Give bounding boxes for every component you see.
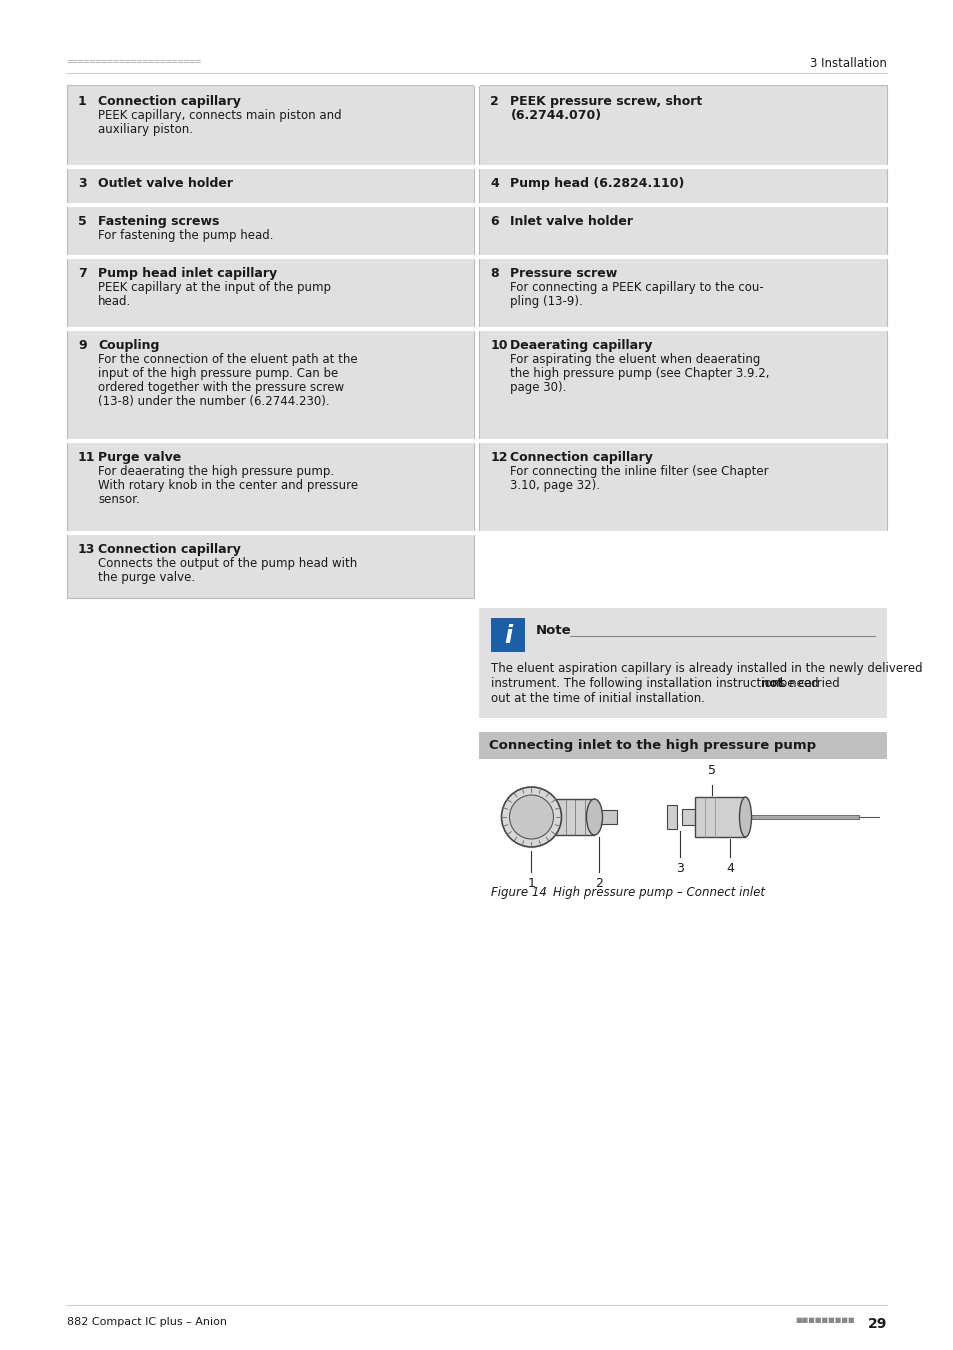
Text: 6: 6	[490, 215, 498, 228]
Bar	[479, 329, 886, 441]
Bar	[479, 256, 886, 329]
Text: Note: Note	[535, 624, 571, 637]
Text: PEEK capillary at the input of the pump: PEEK capillary at the input of the pump	[98, 281, 331, 294]
Text: For deaerating the high pressure pump.: For deaerating the high pressure pump.	[98, 464, 334, 478]
Text: 10: 10	[490, 339, 507, 352]
Bar	[681, 809, 700, 825]
Bar	[67, 441, 474, 533]
Text: 4: 4	[726, 863, 734, 875]
Text: 1: 1	[527, 878, 535, 890]
Text: i: i	[504, 624, 512, 648]
Text: Coupling: Coupling	[98, 339, 159, 352]
Text: page 30).: page 30).	[510, 381, 566, 394]
Text: 13: 13	[78, 543, 95, 556]
Text: For connecting a PEEK capillary to the cou-: For connecting a PEEK capillary to the c…	[510, 281, 763, 294]
Bar	[598, 810, 617, 824]
Bar	[695, 796, 744, 837]
Text: sensor.: sensor.	[98, 493, 139, 506]
Text: the purge valve.: the purge valve.	[98, 571, 195, 585]
Text: not: not	[760, 676, 781, 690]
Text: The eluent aspiration capillary is already installed in the newly delivered: The eluent aspiration capillary is alrea…	[491, 662, 923, 675]
Bar	[67, 205, 474, 256]
Text: 3: 3	[676, 863, 683, 875]
Text: 3: 3	[78, 177, 87, 190]
Text: For fastening the pump head.: For fastening the pump head.	[98, 230, 274, 242]
Bar	[667, 805, 677, 829]
Text: 2: 2	[490, 95, 498, 108]
Text: 882 Compact IC plus – Anion: 882 Compact IC plus – Anion	[67, 1318, 227, 1327]
Text: For the connection of the eluent path at the: For the connection of the eluent path at…	[98, 352, 357, 366]
Text: Pump head inlet capillary: Pump head inlet capillary	[98, 267, 276, 279]
Text: be carried: be carried	[776, 676, 840, 690]
Text: 1: 1	[78, 95, 87, 108]
Text: 5: 5	[708, 764, 716, 778]
Text: 2: 2	[595, 878, 603, 890]
Text: Connects the output of the pump head with: Connects the output of the pump head wit…	[98, 558, 356, 570]
Bar	[479, 167, 886, 205]
Text: Connection capillary: Connection capillary	[98, 543, 240, 556]
Text: High pressure pump – Connect inlet: High pressure pump – Connect inlet	[553, 886, 764, 899]
Text: 3 Installation: 3 Installation	[809, 57, 886, 70]
Bar	[67, 256, 474, 329]
Bar	[67, 329, 474, 441]
Text: (13-8) under the number (6.2744.230).: (13-8) under the number (6.2744.230).	[98, 396, 330, 408]
Text: out at the time of initial installation.: out at the time of initial installation.	[491, 693, 705, 705]
Bar	[479, 441, 886, 533]
Bar	[479, 205, 886, 256]
Bar	[67, 533, 474, 598]
Text: Deaerating capillary: Deaerating capillary	[510, 339, 652, 352]
Bar	[479, 608, 886, 718]
Text: For connecting the inline filter (see Chapter: For connecting the inline filter (see Ch…	[510, 464, 768, 478]
Text: 29: 29	[866, 1318, 886, 1331]
Bar	[479, 732, 886, 759]
Bar	[556, 799, 594, 836]
Circle shape	[501, 787, 561, 846]
Text: pling (13-9).: pling (13-9).	[510, 296, 582, 308]
Text: head.: head.	[98, 296, 132, 308]
Text: 11: 11	[78, 451, 95, 464]
Text: Figure 14: Figure 14	[491, 886, 547, 899]
Text: 5: 5	[78, 215, 87, 228]
Text: the high pressure pump (see Chapter 3.9.2,: the high pressure pump (see Chapter 3.9.…	[510, 367, 769, 379]
Ellipse shape	[739, 796, 751, 837]
Text: For aspirating the eluent when deaerating: For aspirating the eluent when deaeratin…	[510, 352, 760, 366]
Text: 7: 7	[78, 267, 87, 279]
Text: Fastening screws: Fastening screws	[98, 215, 219, 228]
Text: Inlet valve holder: Inlet valve holder	[510, 215, 633, 228]
Text: With rotary knob in the center and pressure: With rotary knob in the center and press…	[98, 479, 357, 491]
Text: PEEK pressure screw, short: PEEK pressure screw, short	[510, 95, 702, 108]
Text: Connecting inlet to the high pressure pump: Connecting inlet to the high pressure pu…	[489, 738, 816, 752]
Text: instrument. The following installation instructions need: instrument. The following installation i…	[491, 676, 822, 690]
Bar	[491, 618, 525, 652]
Circle shape	[509, 795, 553, 838]
Text: Outlet valve holder: Outlet valve holder	[98, 177, 233, 190]
Text: auxiliary piston.: auxiliary piston.	[98, 123, 193, 136]
Text: Connection capillary: Connection capillary	[98, 95, 240, 108]
Text: PEEK capillary, connects main piston and: PEEK capillary, connects main piston and	[98, 109, 341, 122]
Text: ■■■■■■■■■: ■■■■■■■■■	[794, 1318, 854, 1323]
Text: input of the high pressure pump. Can be: input of the high pressure pump. Can be	[98, 367, 338, 379]
Bar	[67, 85, 474, 167]
Text: Pressure screw: Pressure screw	[510, 267, 618, 279]
Bar	[479, 85, 886, 167]
Text: 8: 8	[490, 267, 498, 279]
Text: 12: 12	[490, 451, 507, 464]
Text: (6.2744.070): (6.2744.070)	[510, 109, 601, 122]
Text: Connection capillary: Connection capillary	[510, 451, 653, 464]
Bar	[749, 815, 859, 819]
Text: =======================: =======================	[67, 57, 202, 68]
Text: 3.10, page 32).: 3.10, page 32).	[510, 479, 599, 491]
Text: Purge valve: Purge valve	[98, 451, 181, 464]
Bar	[67, 167, 474, 205]
Text: 4: 4	[490, 177, 498, 190]
Text: 9: 9	[78, 339, 87, 352]
Ellipse shape	[586, 799, 602, 836]
Text: Pump head (6.2824.110): Pump head (6.2824.110)	[510, 177, 684, 190]
Text: ordered together with the pressure screw: ordered together with the pressure screw	[98, 381, 344, 394]
